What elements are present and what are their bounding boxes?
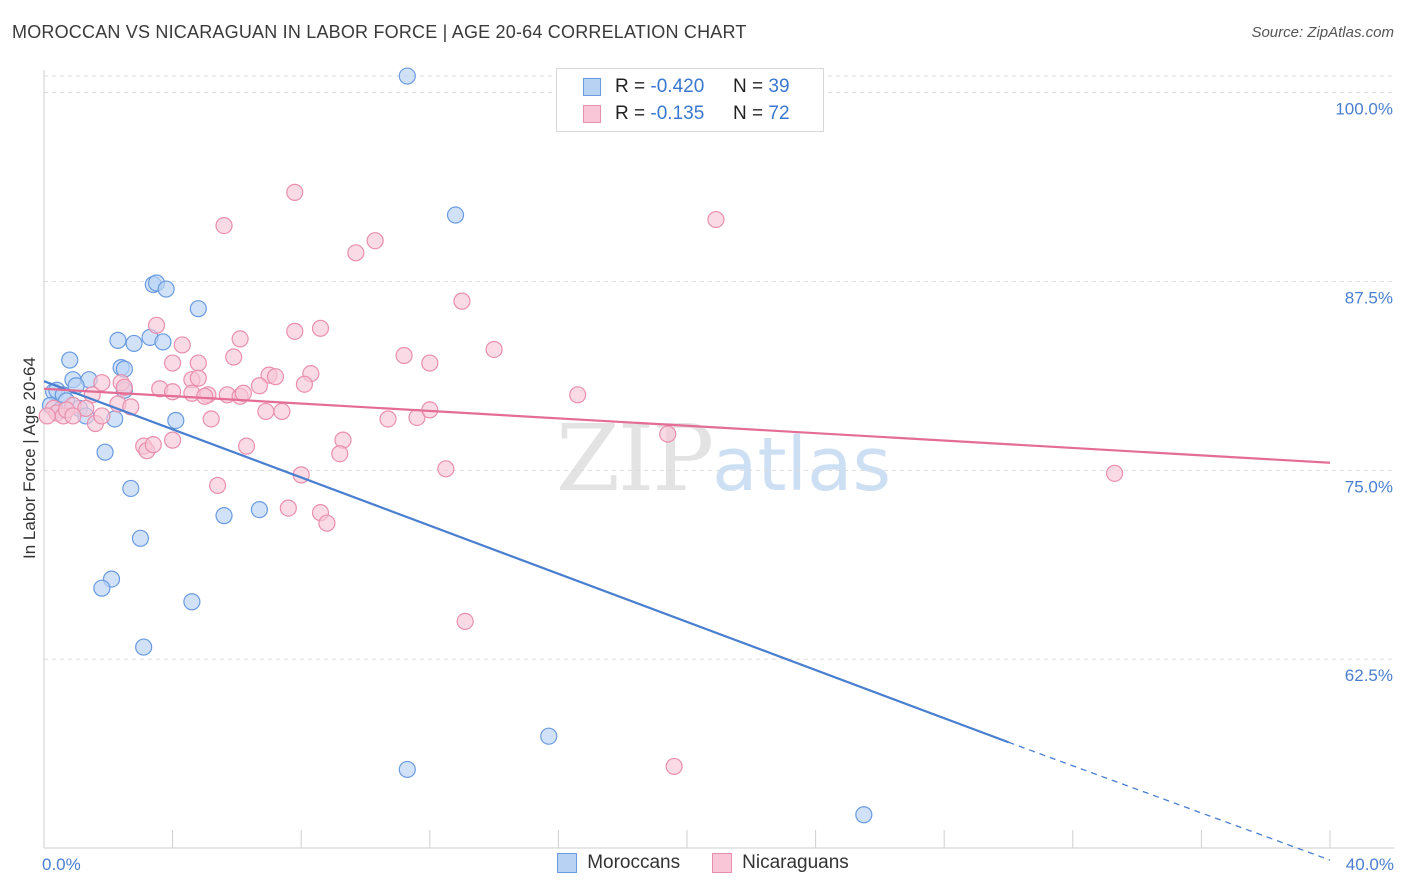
data-point-nicaraguans [437,460,455,478]
data-point-nicaraguans [569,386,587,404]
data-point-moroccans [398,67,416,85]
data-point-moroccans [183,593,201,611]
legend-n-label: N = [733,103,764,124]
data-point-nicaraguans [77,399,95,417]
legend-n-value-moroccans: 39 [768,76,790,97]
data-point-moroccans [855,806,873,824]
data-point-nicaraguans [144,436,162,454]
correlation-legend: R = -0.420 N = 39 R = -0.135 N = 72 [556,68,824,132]
legend-r-value-nicaraguans: -0.135 [650,103,705,124]
legend-swatch-moroccans [557,853,578,873]
legend-item-moroccans[interactable]: Moroccans [557,852,680,874]
data-point-moroccans [125,334,143,353]
data-point-moroccans [157,280,175,298]
data-point-nicaraguans [286,183,304,201]
data-point-nicaraguans [257,402,275,421]
data-point-nicaraguans [173,336,191,354]
data-point-nicaraguans [659,425,677,443]
data-point-nicaraguans [295,375,314,393]
y-tick-label: 87.5% [1345,288,1393,307]
data-point-moroccans [96,443,114,461]
chart-title: MOROCCAN VS NICARAGUAN IN LABOR FORCE | … [12,22,747,42]
data-point-moroccans [131,529,150,547]
data-point-nicaraguans [485,340,503,359]
data-point-nicaraguans [64,407,82,425]
data-point-moroccans [122,479,140,498]
legend-swatch-nicaraguans [712,853,733,873]
series-legend: Moroccans Nicaraguans [0,852,1406,874]
data-point-nicaraguans [456,612,474,630]
trendline-moroccans [43,380,1009,744]
data-point-nicaraguans [202,410,220,428]
data-point-nicaraguans [189,369,207,387]
data-point-moroccans [446,206,465,224]
data-point-moroccans [61,351,79,369]
data-point-nicaraguans [225,348,243,366]
data-point-moroccans [540,727,558,745]
data-point-moroccans [167,411,185,430]
data-point-nicaraguans [273,402,291,421]
data-point-moroccans [93,579,111,597]
data-point-nicaraguans [122,398,140,416]
data-point-nicaraguans [1105,464,1124,482]
legend-swatch-moroccans [583,78,601,96]
data-point-nicaraguans [379,410,397,428]
legend-r-label: R = [615,76,646,97]
trendline-extension-moroccans [1008,741,1331,861]
data-point-nicaraguans [93,374,111,392]
data-point-nicaraguans [665,757,683,776]
data-point-nicaraguans [164,354,182,372]
x-tick-label: 40.0% [1346,855,1394,874]
y-tick-label: 75.0% [1345,477,1393,496]
data-point-nicaraguans [286,322,304,340]
data-point-nicaraguans [93,407,111,425]
legend-r-value-moroccans: -0.420 [650,76,705,97]
data-point-moroccans [189,300,207,318]
legend-r-label: R = [615,103,646,124]
data-point-nicaraguans [279,499,297,517]
data-point-nicaraguans [196,387,214,405]
legend-row-moroccans: R = -0.420 N = 39 [583,75,790,99]
legend-label-nicaraguans: Nicaraguans [742,852,849,873]
data-point-nicaraguans [164,431,182,449]
data-point-nicaraguans [189,354,207,372]
y-tick-label: 62.5% [1345,666,1393,685]
data-point-nicaraguans [347,244,365,262]
data-point-nicaraguans [421,354,439,372]
data-point-moroccans [135,638,153,656]
data-point-moroccans [154,333,172,351]
source-label: Source: ZipAtlas.com [1251,24,1394,41]
data-point-nicaraguans [318,514,336,532]
data-point-nicaraguans [115,378,133,396]
data-point-nicaraguans [331,445,349,463]
data-point-nicaraguans [366,232,384,250]
legend-row-nicaraguans: R = -0.135 N = 72 [583,102,790,126]
data-point-nicaraguans [707,210,725,229]
legend-n-value-nicaraguans: 72 [768,103,790,124]
data-point-nicaraguans [209,476,227,495]
data-point-moroccans [109,331,127,350]
legend-n-label: N = [733,76,764,97]
data-point-nicaraguans [237,437,256,455]
data-point-nicaraguans [311,319,330,337]
legend-label-moroccans: Moroccans [587,852,681,873]
data-point-moroccans [398,760,416,779]
data-point-moroccans [250,501,269,519]
data-point-moroccans [215,507,233,525]
trendline-nicaraguans [43,387,1331,464]
legend-item-nicaraguans[interactable]: Nicaraguans [712,852,849,874]
legend-swatch-nicaraguans [583,105,601,123]
data-point-nicaraguans [147,316,166,334]
data-point-nicaraguans [453,292,471,310]
data-point-nicaraguans [231,330,249,348]
y-tick-label: 100.0% [1335,100,1393,119]
data-point-nicaraguans [215,217,233,235]
data-point-nicaraguans [395,346,413,365]
data-point-nicaraguans [266,368,285,386]
data-point-nicaraguans [38,407,56,425]
data-point-nicaraguans [250,377,269,395]
x-tick-label: 0.0% [42,855,81,874]
